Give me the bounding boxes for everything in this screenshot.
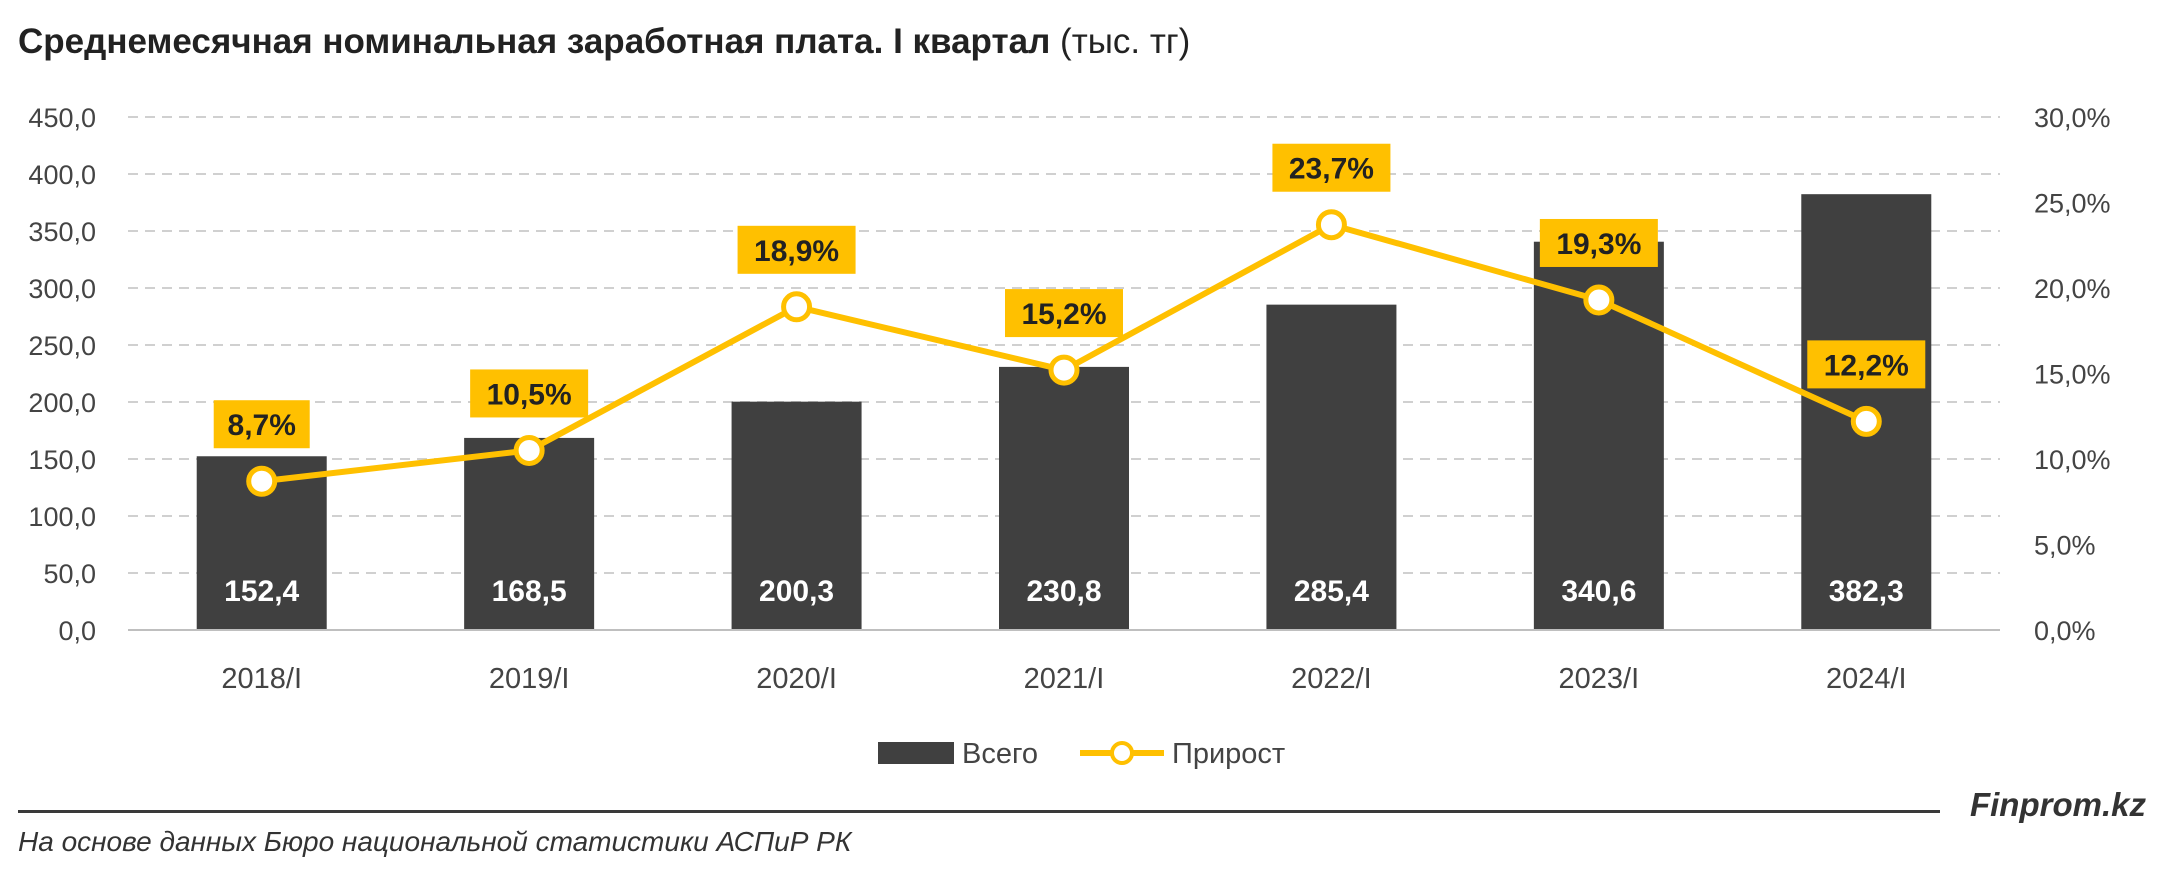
bar-value-label: 230,8 — [1026, 575, 1101, 608]
x-tick-label: 2022/I — [1291, 663, 1372, 695]
bar — [1266, 304, 1397, 630]
bar — [464, 437, 595, 630]
x-tick-label: 2019/I — [489, 663, 570, 695]
line-series — [246, 209, 1882, 497]
line-point — [781, 291, 813, 323]
left-tick-label: 250,0 — [28, 331, 96, 361]
left-tick-label: 300,0 — [28, 274, 96, 304]
bar-value-label: 285,4 — [1294, 575, 1369, 608]
x-tick-label: 2020/I — [756, 663, 837, 695]
right-tick-label: 15,0% — [2034, 360, 2111, 390]
x-tick-label: 2021/I — [1024, 663, 1105, 695]
left-tick-label: 450,0 — [28, 103, 96, 133]
x-tick-label: 2023/I — [1559, 663, 1640, 695]
line-value-label: 15,2% — [1021, 298, 1106, 331]
line-point — [1048, 354, 1080, 386]
line-label-box — [1807, 340, 1926, 389]
chart-title-main: Среднемесячная номинальная заработная пл… — [18, 22, 1051, 61]
left-tick-label: 200,0 — [28, 388, 96, 418]
bar-value-label: 382,3 — [1829, 575, 1904, 608]
right-axis: 0,0% 5,0% 10,0% 15,0% 20,0% 25,0% 30,0% — [2034, 103, 2111, 646]
line-point — [1850, 405, 1882, 437]
bar-value-labels: 152,4 168,5 200,3 230,8 285,4 340,6 382,3 — [224, 575, 1904, 608]
right-tick-label: 20,0% — [2034, 274, 2111, 304]
line-point — [1315, 209, 1347, 241]
line-label-box — [1005, 289, 1123, 338]
line-label-box — [1539, 218, 1658, 267]
legend-line-marker — [1110, 741, 1134, 765]
line-value-label: 19,3% — [1556, 228, 1641, 261]
legend: Всего Прирост — [878, 738, 1285, 770]
legend-line-label: Прирост — [1172, 738, 1285, 770]
bar-value-label: 152,4 — [224, 575, 299, 608]
bar-value-label: 340,6 — [1561, 575, 1636, 608]
combo-chart: 0,0 50,0 100,0 150,0 200,0 250,0 300,0 350,0 400… — [28, 103, 2111, 770]
bar-value-label: 168,5 — [492, 575, 567, 608]
line-label-box — [737, 225, 856, 274]
source-note: На основе данных Бюро национальной стати… — [18, 826, 852, 857]
footer-divider — [18, 810, 1940, 813]
bar-value-label: 200,3 — [759, 575, 834, 608]
bar — [999, 366, 1129, 630]
left-tick-label: 150,0 — [28, 445, 96, 475]
line-point — [1583, 284, 1615, 316]
left-axis: 0,0 50,0 100,0 150,0 200,0 250,0 300,0 350,0 400… — [28, 103, 96, 646]
line-value-label: 12,2% — [1824, 349, 1909, 382]
right-tick-label: 0,0% — [2034, 616, 2096, 646]
line-value-label: 8,7% — [228, 409, 296, 442]
line-value-label: 10,5% — [487, 378, 572, 411]
x-tick-label: 2018/I — [221, 663, 302, 695]
brand-label: Finprom.kz — [1969, 786, 2146, 823]
line-point — [513, 434, 545, 466]
line-label-box — [213, 400, 310, 449]
left-tick-label: 350,0 — [28, 217, 96, 247]
right-tick-label: 25,0% — [2034, 189, 2111, 219]
line-label-box — [470, 369, 589, 418]
right-tick-label: 10,0% — [2034, 445, 2111, 475]
line-point — [246, 465, 278, 497]
legend-bar-swatch — [878, 742, 954, 764]
right-tick-label: 5,0% — [2034, 531, 2096, 561]
left-tick-label: 50,0 — [43, 559, 96, 589]
right-tick-label: 30,0% — [2034, 103, 2111, 133]
line-value-label: 23,7% — [1289, 153, 1374, 186]
line-value-labels: 8,7% 10,5% 18,9% 15,2% 23,7% 19,3% 12,2% — [213, 143, 1926, 449]
left-tick-label: 100,0 — [28, 502, 96, 532]
x-tick-label: 2024/I — [1826, 663, 1907, 695]
chart-title-unit: (тыс. тг) — [1060, 22, 1191, 61]
chart-title: Среднемесячная номинальная заработная пл… — [18, 22, 1190, 62]
left-tick-label: 0,0 — [58, 616, 96, 646]
left-tick-label: 400,0 — [28, 160, 96, 190]
line-value-label: 18,9% — [754, 235, 839, 268]
x-axis: 2018/I 2019/I 2020/I 2021/I 2022/I 2023/I 2024… — [128, 629, 2000, 695]
bar-series — [196, 194, 1932, 631]
legend-bar-label: Всего — [962, 738, 1038, 770]
bar — [731, 401, 862, 630]
line-label-box — [1272, 143, 1391, 192]
